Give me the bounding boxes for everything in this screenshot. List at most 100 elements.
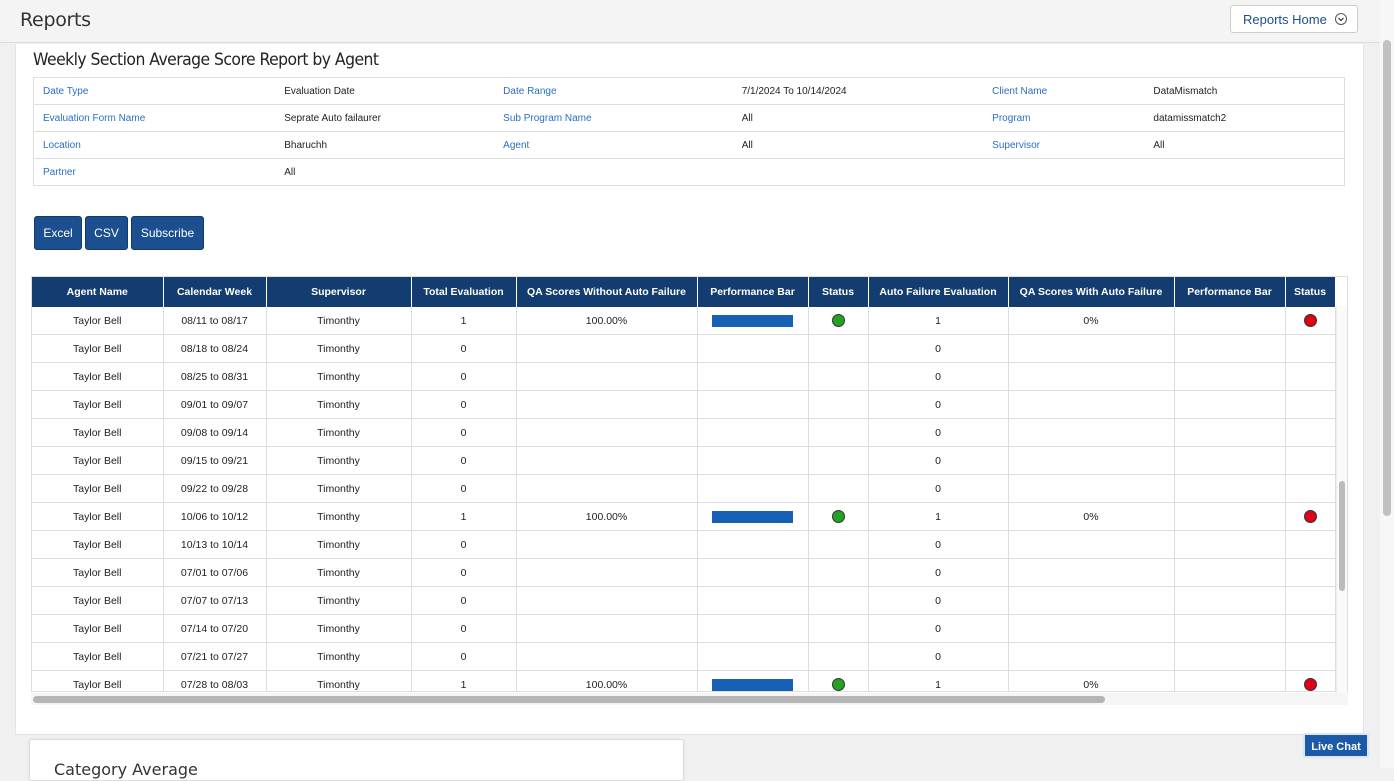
grid-horizontal-scrollbar[interactable] <box>31 693 1348 705</box>
table-row: Taylor Bell 09/22 to 09/28 Timonthy 0 0 <box>32 474 1336 503</box>
table-row: Taylor Bell 07/14 to 07/20 Timonthy 0 0 <box>32 614 1336 643</box>
column-header[interactable]: Performance Bar <box>1174 277 1286 307</box>
cell-af-eval: 0 <box>868 390 1009 419</box>
cell-agent: Taylor Bell <box>32 558 164 587</box>
cell-qa-af: 0% <box>1008 307 1175 335</box>
cell-supervisor: Timonthy <box>266 474 412 503</box>
status-cell <box>1285 558 1336 587</box>
cell-af-eval: 0 <box>868 530 1009 559</box>
status-cell <box>1285 307 1336 335</box>
cell-af-eval: 1 <box>868 502 1009 531</box>
status-cell <box>808 614 869 643</box>
category-average-title: Category Average <box>54 760 198 779</box>
filter-label: Partner <box>33 158 276 186</box>
status-cell <box>1285 530 1336 559</box>
cell-qa-no-af <box>516 390 698 419</box>
cell-week: 10/06 to 10/12 <box>163 502 267 531</box>
grid-vertical-scrollbar[interactable] <box>1336 306 1347 694</box>
performance-bar-cell <box>697 446 809 475</box>
filter-label <box>494 158 733 186</box>
category-average-card: Category Average <box>29 739 684 781</box>
performance-bar-cell <box>697 362 809 391</box>
status-cell <box>808 642 869 671</box>
cell-af-eval: 0 <box>868 642 1009 671</box>
column-header[interactable]: QA Scores Without Auto Failure <box>516 277 698 307</box>
status-red-icon <box>1303 678 1317 691</box>
cell-agent: Taylor Bell <box>32 307 164 335</box>
cell-agent: Taylor Bell <box>32 642 164 671</box>
excel-button[interactable]: Excel <box>34 216 82 250</box>
filter-value: Evaluation Date <box>275 77 495 105</box>
cell-supervisor: Timonthy <box>266 670 412 691</box>
grid-vertical-scroll-thumb[interactable] <box>1339 481 1345 591</box>
cell-af-eval: 0 <box>868 362 1009 391</box>
cell-supervisor: Timonthy <box>266 642 412 671</box>
table-row: Taylor Bell 09/01 to 09/07 Timonthy 0 0 <box>32 390 1336 419</box>
cell-qa-no-af <box>516 586 698 615</box>
filter-value: All <box>732 104 984 132</box>
performance-bar-cell <box>697 558 809 587</box>
status-green-icon <box>831 314 845 327</box>
live-chat-button[interactable]: Live Chat <box>1303 733 1369 758</box>
cell-af-eval: 0 <box>868 474 1009 503</box>
cell-qa-af <box>1008 446 1175 475</box>
filter-label: Client Name <box>983 77 1145 105</box>
column-header[interactable]: Performance Bar <box>697 277 809 307</box>
filter-label <box>983 158 1145 186</box>
column-header[interactable]: Calendar Week <box>163 277 267 307</box>
reports-home-dropdown[interactable]: Reports Home <box>1230 5 1358 33</box>
page-scroll-thumb[interactable] <box>1383 40 1391 516</box>
cell-qa-no-af <box>516 642 698 671</box>
cell-week: 08/25 to 08/31 <box>163 362 267 391</box>
column-header[interactable]: Agent Name <box>32 277 164 307</box>
cell-agent: Taylor Bell <box>32 334 164 363</box>
subscribe-button[interactable]: Subscribe <box>131 216 204 250</box>
filter-value: 7/1/2024 To 10/14/2024 <box>732 77 984 105</box>
table-row: Taylor Bell 09/08 to 09/14 Timonthy 0 0 <box>32 418 1336 447</box>
grid-horizontal-scroll-thumb[interactable] <box>33 696 1105 703</box>
cell-qa-no-af: 100.00% <box>516 307 698 335</box>
cell-qa-af <box>1008 642 1175 671</box>
filter-value: All <box>1144 131 1346 159</box>
table-row: Taylor Bell 08/18 to 08/24 Timonthy 0 0 <box>32 334 1336 363</box>
status-cell <box>808 418 869 447</box>
performance-bar-cell <box>697 390 809 419</box>
cell-supervisor: Timonthy <box>266 446 412 475</box>
cell-agent: Taylor Bell <box>32 362 164 391</box>
column-header[interactable]: QA Scores With Auto Failure <box>1008 277 1175 307</box>
status-cell <box>1285 642 1336 671</box>
cell-agent: Taylor Bell <box>32 474 164 503</box>
cell-agent: Taylor Bell <box>32 390 164 419</box>
chevron-down-icon <box>1335 13 1347 25</box>
performance-bar <box>712 510 793 523</box>
performance-bar <box>712 678 793 691</box>
cell-week: 09/08 to 09/14 <box>163 418 267 447</box>
report-panel: Weekly Section Average Score Report by A… <box>15 44 1364 735</box>
cell-total: 1 <box>411 502 517 531</box>
cell-total: 0 <box>411 390 517 419</box>
status-cell <box>1285 586 1336 615</box>
cell-af-eval: 0 <box>868 446 1009 475</box>
cell-af-eval: 0 <box>868 614 1009 643</box>
column-header[interactable]: Supervisor <box>266 277 412 307</box>
column-header[interactable]: Total Evaluation <box>411 277 517 307</box>
page-scrollbar[interactable] <box>1380 0 1394 768</box>
cell-week: 09/22 to 09/28 <box>163 474 267 503</box>
cell-week: 07/21 to 07/27 <box>163 642 267 671</box>
column-header[interactable]: Status <box>808 277 869 307</box>
performance-bar-cell <box>1174 307 1286 335</box>
status-cell <box>808 390 869 419</box>
column-header[interactable]: Auto Failure Evaluation <box>868 277 1009 307</box>
csv-button[interactable]: CSV <box>85 216 128 250</box>
cell-total: 1 <box>411 307 517 335</box>
table-row: Taylor Bell 10/06 to 10/12 Timonthy 1 100.00… <box>32 502 1336 531</box>
cell-qa-af: 0% <box>1008 670 1175 691</box>
status-cell <box>808 362 869 391</box>
status-cell <box>1285 474 1336 503</box>
table-row: Taylor Bell 08/11 to 08/17 Timonthy 1 100.00… <box>32 307 1336 335</box>
cell-qa-no-af <box>516 530 698 559</box>
status-cell <box>808 334 869 363</box>
cell-af-eval: 1 <box>868 670 1009 691</box>
cell-week: 07/01 to 07/06 <box>163 558 267 587</box>
column-header[interactable]: Status <box>1285 277 1336 307</box>
